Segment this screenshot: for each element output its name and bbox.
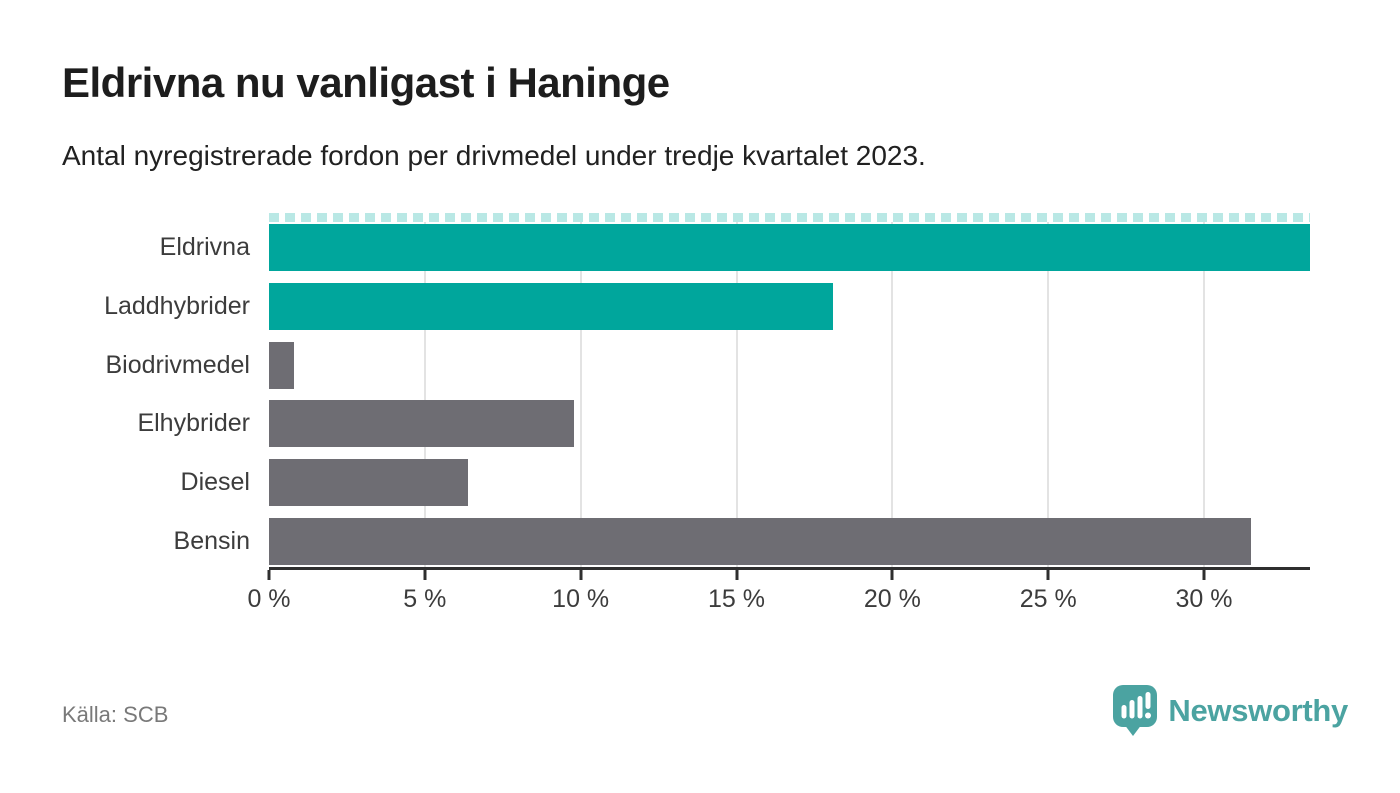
clipped-bar-indicator: [269, 213, 1310, 222]
category-label-diesel: Diesel: [180, 468, 250, 496]
newsworthy-logo: Newsworthy: [1112, 684, 1348, 736]
gridline: [1203, 213, 1206, 570]
category-label-elhybrider: Elhybrider: [137, 409, 250, 438]
bar-diesel: [269, 459, 469, 506]
chart-subtitle: Antal nyregistrerade fordon per drivmede…: [62, 140, 926, 171]
source-label: Källa: SCB: [62, 702, 169, 727]
axis-tick: [1202, 570, 1206, 580]
bar-eldrivna: [269, 224, 1310, 271]
axis-tick: [890, 570, 894, 580]
plot-area: [267, 213, 1310, 580]
axis-tick-label: 30 %: [1175, 585, 1233, 613]
gridline: [735, 213, 738, 570]
category-label-bensin: Bensin: [173, 526, 250, 555]
gridline: [423, 213, 426, 570]
bar-laddhybrider: [269, 282, 834, 330]
newsworthy-logo-text: Newsworthy: [1168, 692, 1348, 728]
axis-tick-label: 10 %: [552, 585, 610, 613]
chart-title: Eldrivna nu vanligast i Haninge: [62, 59, 670, 106]
newsworthy-bubble-chart-icon: [1113, 685, 1158, 736]
bar-bensin: [269, 517, 1251, 565]
axis-tick: [423, 570, 427, 580]
axis-tick: [1046, 570, 1050, 580]
category-label-column: Eldrivna Laddhybrider Biodrivmedel Elhybrid…: [0, 213, 250, 570]
axis-tick-label: 15 %: [708, 585, 765, 613]
category-label-laddhybrider: Laddhybrider: [104, 291, 250, 320]
bar-elhybrider: [269, 400, 575, 448]
axis-tick-label: 20 %: [863, 585, 921, 613]
axis-tick-label: 25 %: [1019, 585, 1077, 613]
category-label-biodrivmedel: Biodrivmedel: [105, 350, 250, 379]
gridline: [891, 213, 894, 570]
gridline: [579, 213, 582, 570]
axis-tick-label: 0 %: [247, 585, 291, 613]
category-label-eldrivna: Eldrivna: [159, 233, 250, 261]
gridline: [1047, 213, 1050, 570]
bar-biodrivmedel: [269, 341, 294, 389]
axis-tick: [267, 570, 271, 580]
axis-tick: [735, 570, 738, 580]
x-axis-line: [269, 567, 1310, 570]
axis-tick-label: 5 %: [403, 585, 447, 613]
x-axis-tick-labels: 0 % 5 % 10 % 15 % 20 % 25 % 30 %: [247, 585, 1310, 619]
axis-tick: [579, 570, 583, 580]
